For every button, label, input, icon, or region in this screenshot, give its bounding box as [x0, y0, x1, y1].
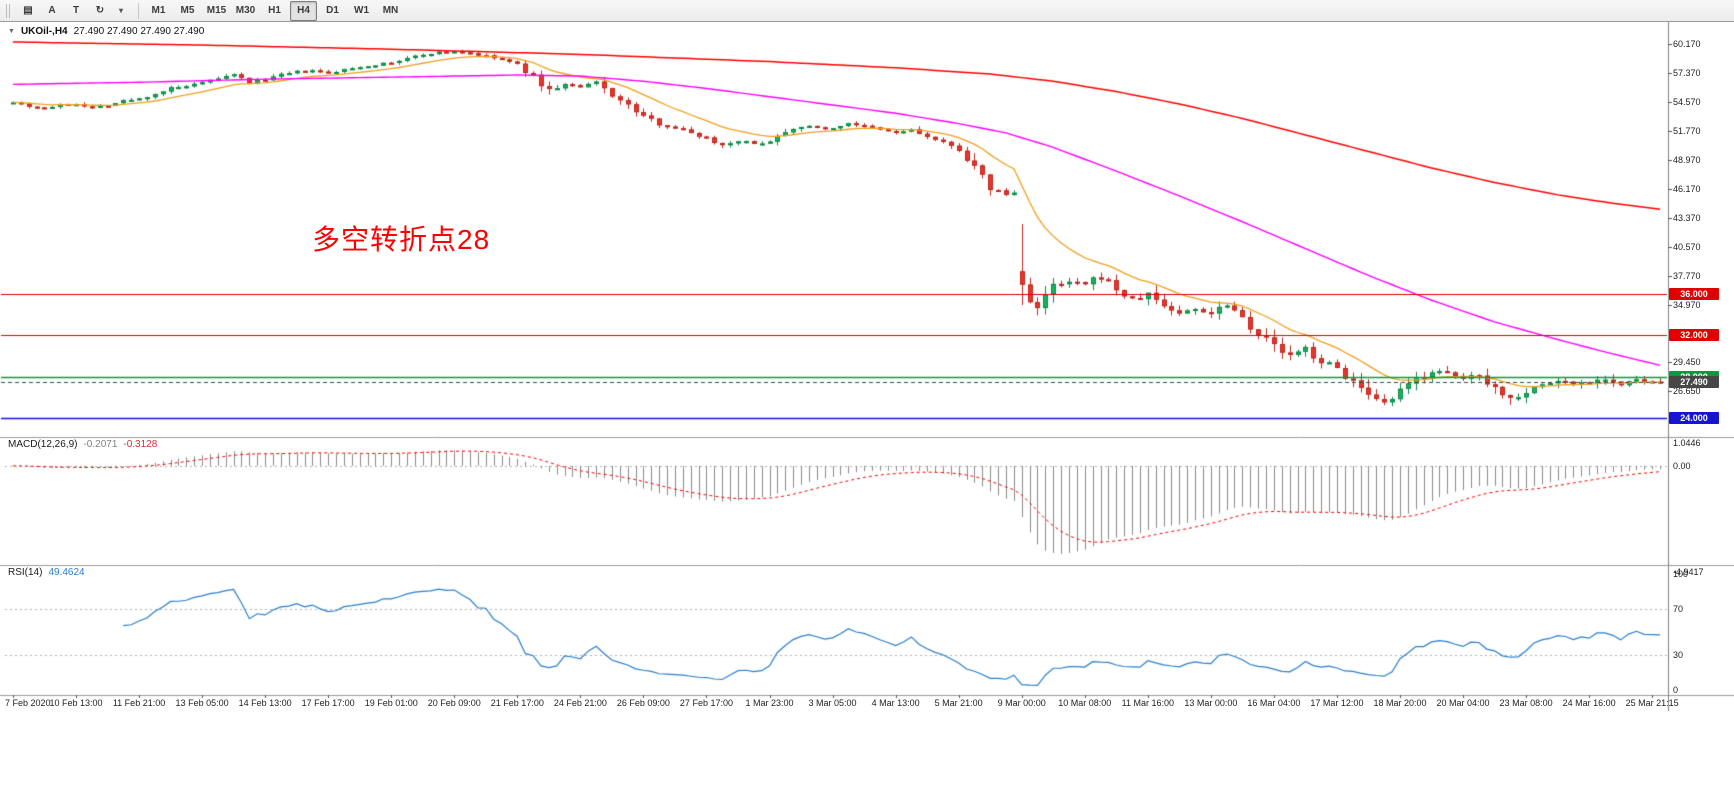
timeframe-button-d1[interactable]: D1	[326, 5, 339, 16]
chart-symbol-period: UKOil-,H4	[20, 26, 68, 37]
timeframe-button-w1[interactable]: W1	[354, 5, 369, 16]
timeframe-button-m1[interactable]: M1	[151, 5, 166, 16]
chart-ohlc: 27.490 27.490 27.490 27.490	[73, 26, 205, 37]
rsi-title: RSI(14) 49.4624	[8, 567, 85, 578]
timeframe-group: M1 M5 M15 M30 H1 H4 D1 W1 MN	[144, 0, 405, 21]
rsi-label: RSI(14)	[8, 567, 43, 578]
price-level-tag[interactable]: 36.000	[1669, 288, 1719, 301]
rsi-value: 49.4624	[48, 567, 85, 578]
bottom-spacer	[0, 714, 1734, 786]
price-level-tag[interactable]: 27.490	[1669, 375, 1719, 388]
toolbar-grip[interactable]	[6, 3, 12, 18]
timeframe-button-m30[interactable]: M30	[235, 5, 256, 16]
annotation-text[interactable]: 多空转折点28	[312, 224, 491, 255]
macd-label: MACD(12,26,9)	[8, 439, 78, 450]
timeframe-button-h1[interactable]: H1	[268, 5, 281, 16]
chart-canvas[interactable]	[0, 22, 1734, 786]
macd-signal-value: -0.3128	[123, 439, 158, 450]
cycle-icon[interactable]: ↻	[95, 5, 105, 16]
text-t-icon[interactable]: T	[72, 5, 80, 16]
toolbar: ▤ A T ↻ ▾ M1 M5 M15 M30 H1 H4 D1 W1 MN	[0, 0, 1734, 22]
chart-title: ▼ UKOil-,H4 27.490 27.490 27.490 27.490	[8, 26, 204, 37]
chart-area: 60.170 57.370 54.570 51.770 48.970 46.170 43.3…	[0, 22, 1734, 786]
text-a-icon[interactable]: A	[48, 5, 56, 16]
collapse-arrow-icon[interactable]: ▼	[8, 28, 15, 35]
timeframe-button-mn[interactable]: MN	[382, 5, 399, 16]
price-level-tag[interactable]: 24.000	[1669, 412, 1719, 425]
price-level-tag[interactable]: 32.000	[1669, 329, 1719, 342]
macd-main-value: -0.2071	[83, 439, 118, 450]
macd-title: MACD(12,26,9) -0.2071 -0.3128	[8, 439, 157, 450]
timeframe-button-m5[interactable]: M5	[180, 5, 195, 16]
hatch-icon[interactable]: ▤	[23, 5, 33, 16]
toolbar-icon-group: ▤ A T ↻ ▾	[16, 1, 133, 21]
timeframe-button-h4[interactable]: H4	[290, 0, 317, 21]
toolbar-separator	[138, 2, 139, 19]
timeframe-button-m15[interactable]: M15	[206, 5, 227, 16]
dropdown-caret-icon[interactable]: ▾	[118, 6, 123, 15]
